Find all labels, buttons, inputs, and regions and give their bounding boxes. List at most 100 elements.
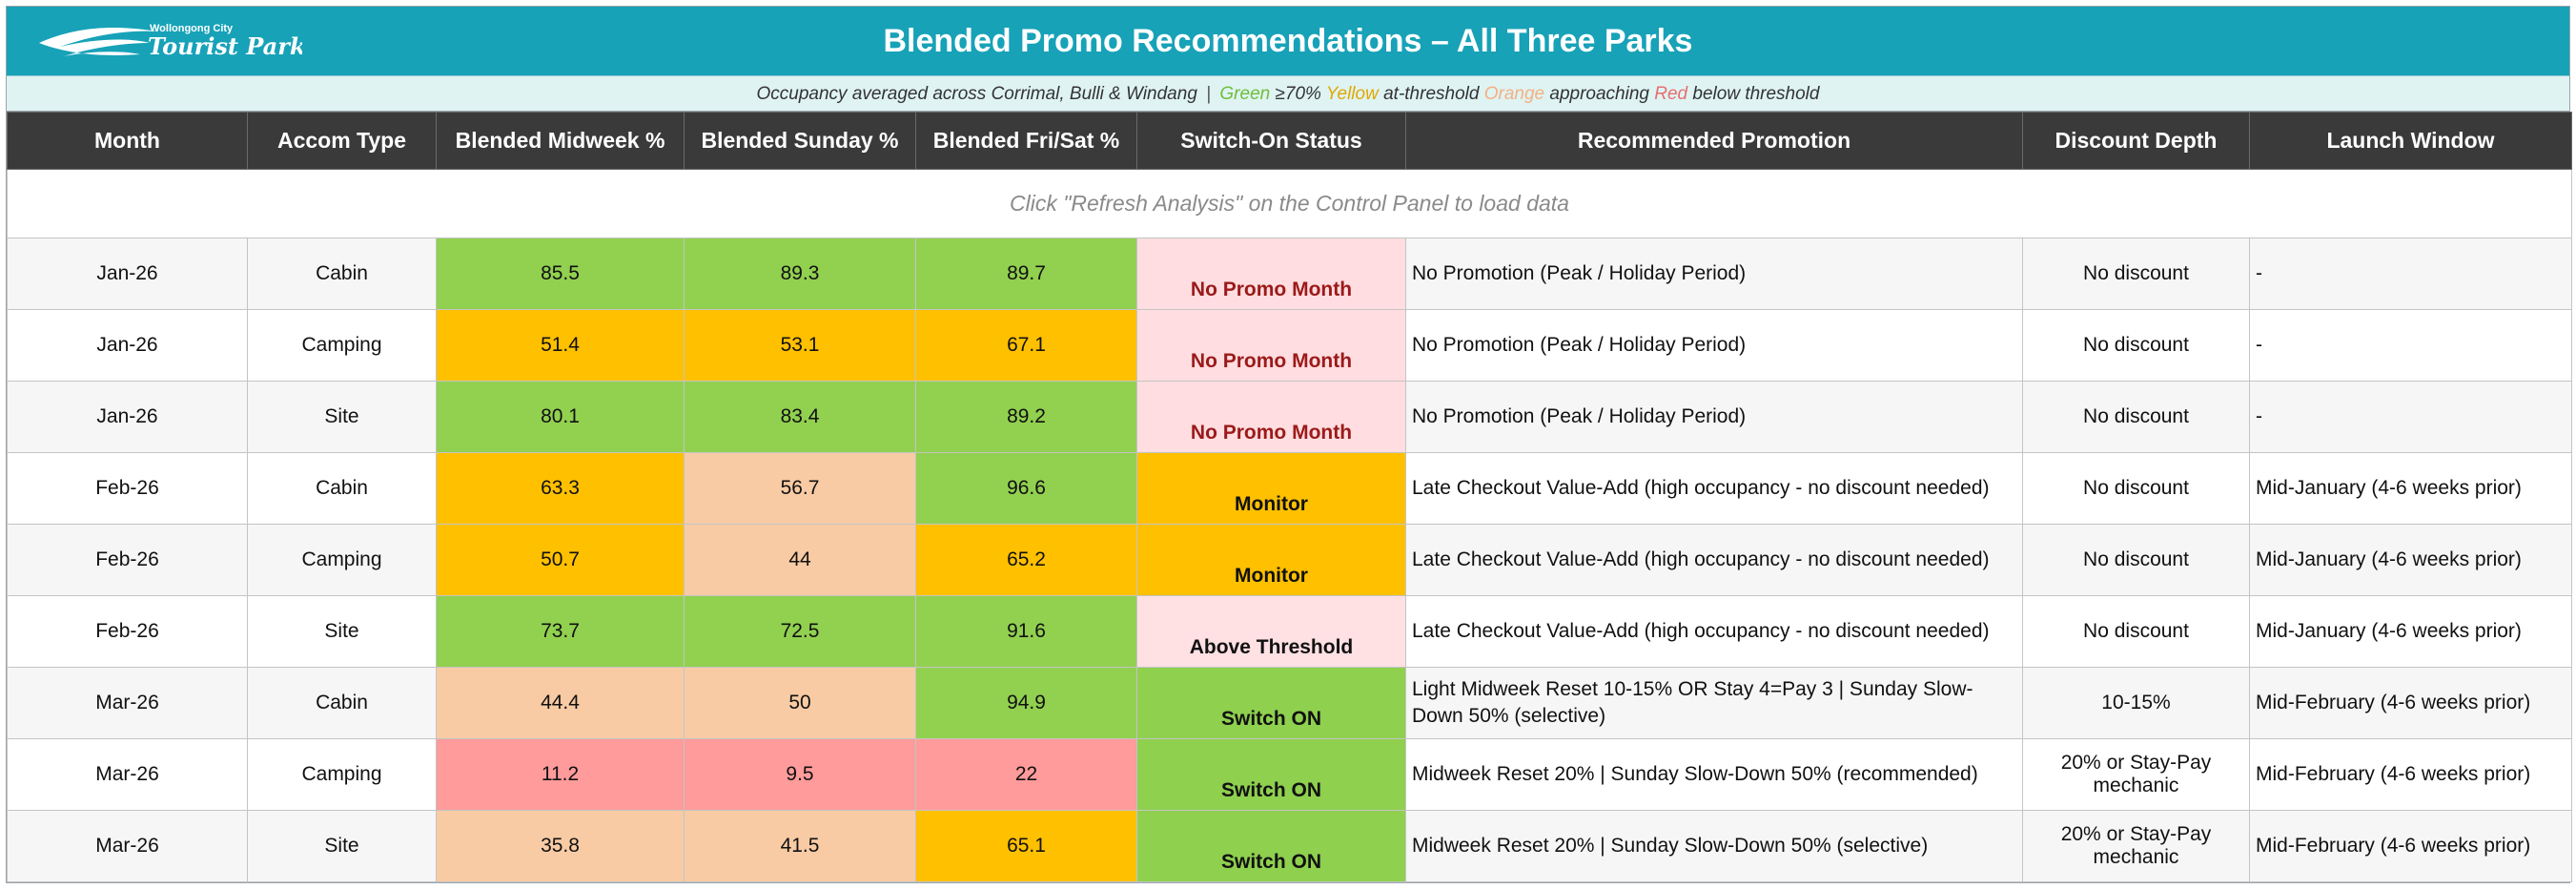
cell-accom-type[interactable]: Cabin [247,667,437,739]
col-header-status[interactable]: Switch-On Status [1136,112,1406,170]
cell-discount[interactable]: No discount [2022,452,2250,525]
legend-red-word: Red [1654,84,1688,104]
table-row[interactable]: Jan-26 Camping 51.4 53.1 67.1 No Promo M… [7,309,2572,382]
cell-discount[interactable]: 10-15% [2022,667,2250,739]
col-header-midweek[interactable]: Blended Midweek % [436,112,685,170]
cell-launch[interactable]: Mid-January (4-6 weeks prior) [2249,524,2572,596]
cell-promotion[interactable]: No Promotion (Peak / Holiday Period) [1405,238,2023,310]
cell-midweek[interactable]: 44.4 [436,667,685,739]
cell-accom-type[interactable]: Site [247,595,437,668]
cell-discount[interactable]: No discount [2022,309,2250,382]
cell-promotion[interactable]: Midweek Reset 20% | Sunday Slow-Down 50%… [1405,810,2023,882]
cell-status[interactable]: Above Threshold [1136,595,1406,668]
cell-frisat[interactable]: 91.6 [915,595,1137,668]
cell-promotion[interactable]: Midweek Reset 20% | Sunday Slow-Down 50%… [1405,738,2023,811]
table-row[interactable]: Jan-26 Site 80.1 83.4 89.2 No Promo Mont… [7,381,2572,453]
cell-launch[interactable]: - [2249,381,2572,453]
cell-midweek[interactable]: 80.1 [436,381,685,453]
col-header-promotion[interactable]: Recommended Promotion [1405,112,2023,170]
cell-midweek[interactable]: 73.7 [436,595,685,668]
cell-month[interactable]: Feb-26 [7,452,248,525]
col-header-month[interactable]: Month [7,112,248,170]
cell-accom-type[interactable]: Site [247,810,437,882]
cell-status[interactable]: Switch ON [1136,738,1406,811]
col-header-sunday[interactable]: Blended Sunday % [684,112,916,170]
cell-accom-type[interactable]: Camping [247,309,437,382]
cell-discount[interactable]: 20% or Stay-Pay mechanic [2022,810,2250,882]
cell-month[interactable]: Mar-26 [7,667,248,739]
cell-month[interactable]: Mar-26 [7,810,248,882]
cell-promotion[interactable]: No Promotion (Peak / Holiday Period) [1405,309,2023,382]
cell-promotion[interactable]: No Promotion (Peak / Holiday Period) [1405,381,2023,453]
table-row[interactable]: Mar-26 Cabin 44.4 50 94.9 Switch ON Ligh… [7,667,2572,739]
cell-sunday[interactable]: 9.5 [684,738,916,811]
table-row[interactable]: Feb-26 Cabin 63.3 56.7 96.6 Monitor Late… [7,452,2572,525]
cell-month[interactable]: Feb-26 [7,595,248,668]
cell-accom-type[interactable]: Site [247,381,437,453]
cell-status[interactable]: No Promo Month [1136,309,1406,382]
cell-month[interactable]: Jan-26 [7,309,248,382]
cell-discount[interactable]: 20% or Stay-Pay mechanic [2022,738,2250,811]
cell-launch[interactable]: Mid-February (4-6 weeks prior) [2249,667,2572,739]
cell-midweek[interactable]: 51.4 [436,309,685,382]
table-row[interactable]: Mar-26 Camping 11.2 9.5 22 Switch ON Mid… [7,738,2572,811]
table-row[interactable]: Feb-26 Site 73.7 72.5 91.6 Above Thresho… [7,595,2572,668]
cell-status[interactable]: No Promo Month [1136,381,1406,453]
cell-sunday[interactable]: 89.3 [684,238,916,310]
cell-status[interactable]: Monitor [1136,524,1406,596]
cell-accom-type[interactable]: Cabin [247,452,437,525]
cell-promotion[interactable]: Late Checkout Value-Add (high occupancy … [1405,524,2023,596]
cell-launch[interactable]: Mid-January (4-6 weeks prior) [2249,595,2572,668]
cell-frisat[interactable]: 94.9 [915,667,1137,739]
col-header-discount[interactable]: Discount Depth [2022,112,2250,170]
cell-discount[interactable]: No discount [2022,524,2250,596]
cell-midweek[interactable]: 63.3 [436,452,685,525]
col-header-accom-type[interactable]: Accom Type [247,112,437,170]
cell-frisat[interactable]: 67.1 [915,309,1137,382]
cell-status[interactable]: No Promo Month [1136,238,1406,310]
cell-discount[interactable]: No discount [2022,238,2250,310]
cell-sunday[interactable]: 53.1 [684,309,916,382]
cell-sunday[interactable]: 50 [684,667,916,739]
cell-status[interactable]: Switch ON [1136,667,1406,739]
table-row[interactable]: Jan-26 Cabin 85.5 89.3 89.7 No Promo Mon… [7,238,2572,310]
cell-month[interactable]: Feb-26 [7,524,248,596]
cell-launch[interactable]: - [2249,309,2572,382]
cell-midweek[interactable]: 85.5 [436,238,685,310]
col-header-launch[interactable]: Launch Window [2249,112,2572,170]
cell-launch[interactable]: - [2249,238,2572,310]
cell-launch[interactable]: Mid-January (4-6 weeks prior) [2249,452,2572,525]
cell-month[interactable]: Jan-26 [7,381,248,453]
cell-launch[interactable]: Mid-February (4-6 weeks prior) [2249,810,2572,882]
cell-promotion[interactable]: Late Checkout Value-Add (high occupancy … [1405,595,2023,668]
cell-promotion[interactable]: Late Checkout Value-Add (high occupancy … [1405,452,2023,525]
cell-frisat[interactable]: 22 [915,738,1137,811]
cell-discount[interactable]: No discount [2022,595,2250,668]
cell-month[interactable]: Mar-26 [7,738,248,811]
cell-status[interactable]: Switch ON [1136,810,1406,882]
cell-midweek[interactable]: 11.2 [436,738,685,811]
cell-month[interactable]: Jan-26 [7,238,248,310]
cell-discount[interactable]: No discount [2022,381,2250,453]
cell-accom-type[interactable]: Camping [247,524,437,596]
cell-accom-type[interactable]: Camping [247,738,437,811]
cell-sunday[interactable]: 72.5 [684,595,916,668]
cell-frisat[interactable]: 96.6 [915,452,1137,525]
cell-midweek[interactable]: 35.8 [436,810,685,882]
table-row[interactable]: Feb-26 Camping 50.7 44 65.2 Monitor Late… [7,524,2572,596]
cell-launch[interactable]: Mid-February (4-6 weeks prior) [2249,738,2572,811]
cell-frisat[interactable]: 89.7 [915,238,1137,310]
table-row[interactable]: Mar-26 Site 35.8 41.5 65.1 Switch ON Mid… [7,810,2572,882]
cell-sunday[interactable]: 56.7 [684,452,916,525]
cell-frisat[interactable]: 65.1 [915,810,1137,882]
cell-frisat[interactable]: 89.2 [915,381,1137,453]
col-header-frisat[interactable]: Blended Fri/Sat % [915,112,1137,170]
cell-accom-type[interactable]: Cabin [247,238,437,310]
cell-midweek[interactable]: 50.7 [436,524,685,596]
cell-frisat[interactable]: 65.2 [915,524,1137,596]
cell-promotion[interactable]: Light Midweek Reset 10-15% OR Stay 4=Pay… [1405,667,2023,739]
cell-sunday[interactable]: 41.5 [684,810,916,882]
cell-status[interactable]: Monitor [1136,452,1406,525]
cell-sunday[interactable]: 83.4 [684,381,916,453]
cell-sunday[interactable]: 44 [684,524,916,596]
